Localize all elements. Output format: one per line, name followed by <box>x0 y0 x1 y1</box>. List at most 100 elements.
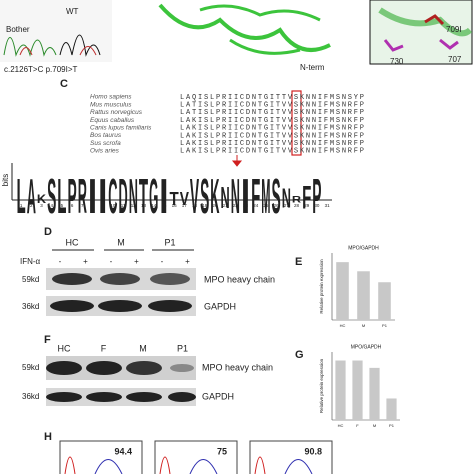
chromatograms <box>0 0 112 62</box>
logo-letter: N <box>221 182 230 215</box>
logo-letter: V <box>180 188 190 209</box>
bar <box>357 271 370 320</box>
panel-label: H <box>44 431 52 443</box>
position-label: 16 <box>172 203 178 208</box>
species-name: Canis lupus familiaris <box>90 125 152 132</box>
flow-peak <box>64 456 76 474</box>
position-label: 12 <box>131 203 137 208</box>
position-label: 26 <box>274 203 280 208</box>
position-label: 17 <box>182 203 188 208</box>
position-label: 21 <box>223 203 229 208</box>
chart-title: MPO/GAPDH <box>351 344 382 350</box>
position-label: 19 <box>202 203 208 208</box>
logo-letter: S <box>47 170 56 224</box>
logo-letter: F <box>302 180 311 216</box>
treatment-sign: + <box>134 257 139 266</box>
logo-letter: G <box>149 170 158 224</box>
x-tick-label: HC <box>338 423 344 428</box>
logo-letter: V <box>190 170 199 224</box>
group-label: HC <box>66 237 79 247</box>
flow-percentage: 90.8 <box>304 446 322 456</box>
treatment-sign: - <box>110 257 113 266</box>
flow-percentage: 94.4 <box>114 446 132 456</box>
position-label: 24 <box>253 203 259 208</box>
species-name: Ovis aries <box>90 148 120 155</box>
flow-peak <box>254 456 266 474</box>
band-label: GAPDH <box>204 301 236 311</box>
species-name: Mus musculus <box>90 101 132 108</box>
flow-percentage: 75 <box>217 446 227 456</box>
bar <box>336 262 349 320</box>
position-label: 15 <box>161 203 167 208</box>
position-label: 20 <box>212 203 218 208</box>
position-label: 11 <box>121 203 126 208</box>
marker-label: 36kd <box>22 392 39 401</box>
band-label: GAPDH <box>202 391 234 401</box>
highlight-box <box>291 90 302 156</box>
y-axis-label: Relative protein expression <box>319 259 324 314</box>
position-label: 7 <box>81 203 84 208</box>
position-label: 6 <box>71 203 74 208</box>
chromatogram-label: Bother <box>6 25 30 34</box>
logo-letter: I <box>88 170 97 224</box>
structure-label: N-term <box>300 63 325 72</box>
x-tick-label: P1 <box>389 423 395 428</box>
group-label: M <box>117 237 125 247</box>
position-label: 22 <box>233 203 239 208</box>
group-label: HC <box>58 343 71 353</box>
position-label: 4 <box>50 203 53 208</box>
group-label: P1 <box>164 237 175 247</box>
x-tick-label: HC <box>340 323 346 328</box>
marker-label: 36kd <box>22 302 39 311</box>
group-label: F <box>101 343 107 353</box>
species-name: Rattus norvegicus <box>90 109 143 116</box>
sequence: LAKISLPRIICDNTGITVVSKNNIFMSNRFP <box>180 140 364 148</box>
position-label: 1 <box>20 203 23 208</box>
sequence: LAKISLPRIICDNTGITVVSKNNIFMSNRFP <box>180 125 364 133</box>
logo-letter: I <box>98 170 107 224</box>
logo-letter: F <box>251 170 260 224</box>
position-label: 23 <box>243 203 249 208</box>
blot <box>46 356 196 406</box>
position-label: 5 <box>61 203 64 208</box>
position-label: 28 <box>294 203 300 208</box>
protein-structure <box>158 3 331 55</box>
flow-plot <box>249 440 333 474</box>
species-name: Homo sapiens <box>90 94 132 101</box>
chromatogram-label: WT <box>66 7 79 16</box>
position-label: 27 <box>284 203 290 208</box>
logo-letter: S <box>200 170 209 224</box>
logo-letter: I <box>241 170 250 224</box>
logo-y-label: bits <box>1 174 10 186</box>
logo-letter: R <box>78 170 87 224</box>
arrow <box>231 155 243 167</box>
logo-letter: T <box>139 170 148 224</box>
position-label: 2 <box>30 203 33 208</box>
position-label: 31 <box>325 203 331 208</box>
marker-label: 59kd <box>22 363 39 372</box>
bar <box>369 367 380 420</box>
logo-letter: L <box>57 170 66 224</box>
x-tick-label: M <box>362 323 365 328</box>
treatment-sign: - <box>59 257 62 266</box>
species-name: Bos taurus <box>90 132 122 139</box>
position-label: 30 <box>314 203 320 208</box>
bar <box>378 282 391 320</box>
sequence: LAKISLPRIICDNTGITVVSKNNIFMSNRFP <box>180 132 364 140</box>
logo-letter: I <box>159 170 168 224</box>
bar <box>386 398 397 420</box>
species-name: Sus scrofa <box>90 140 121 147</box>
logo-letter: K <box>37 193 47 206</box>
x-tick-label: P1 <box>382 323 388 328</box>
x-tick-label: F <box>356 423 359 428</box>
group-label: M <box>139 343 147 353</box>
logo-letter: R <box>292 194 302 204</box>
flow-peak <box>159 456 171 474</box>
treatment-sign: + <box>83 257 88 266</box>
logo-letter: M <box>261 170 270 224</box>
logo-letter: P <box>312 170 321 224</box>
flow-peak <box>94 459 123 474</box>
logo-letter: A <box>27 170 36 224</box>
blot <box>46 268 196 316</box>
logo-letter: N <box>282 182 291 213</box>
